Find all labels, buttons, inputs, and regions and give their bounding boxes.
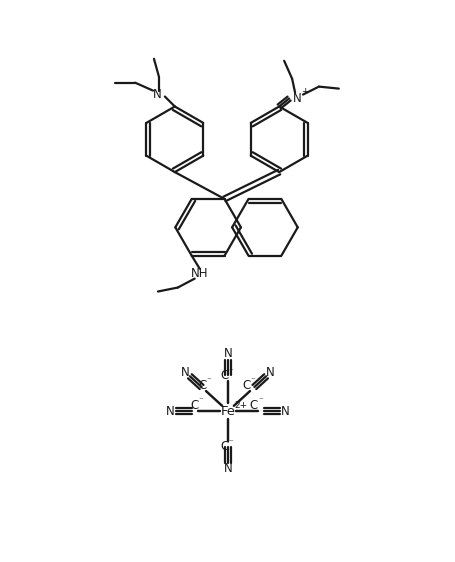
Text: N: N: [266, 366, 275, 379]
Text: C: C: [198, 379, 206, 392]
Text: ⁻: ⁻: [251, 377, 255, 386]
Text: NH: NH: [191, 267, 208, 280]
Text: C: C: [220, 369, 228, 382]
Text: N: N: [281, 405, 290, 418]
Text: N: N: [152, 88, 162, 101]
Text: C: C: [220, 441, 228, 454]
Text: Fe: Fe: [221, 405, 236, 418]
Text: +: +: [301, 87, 309, 96]
Text: N: N: [223, 347, 233, 360]
Text: ⁻: ⁻: [258, 397, 263, 406]
Text: N: N: [166, 405, 175, 418]
Text: ⁻: ⁻: [228, 367, 233, 376]
Text: ⁻: ⁻: [207, 377, 212, 386]
Text: N: N: [223, 463, 233, 475]
Text: ⁻: ⁻: [199, 397, 203, 406]
Text: C: C: [190, 398, 198, 412]
Text: ⁻: ⁻: [228, 438, 233, 447]
Text: N: N: [181, 366, 190, 379]
Text: 2+: 2+: [234, 401, 248, 410]
Text: N: N: [293, 92, 302, 105]
Text: C: C: [242, 379, 250, 392]
Text: C: C: [250, 398, 258, 412]
